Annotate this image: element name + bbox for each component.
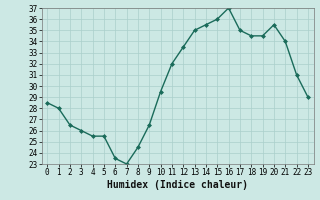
X-axis label: Humidex (Indice chaleur): Humidex (Indice chaleur): [107, 180, 248, 190]
